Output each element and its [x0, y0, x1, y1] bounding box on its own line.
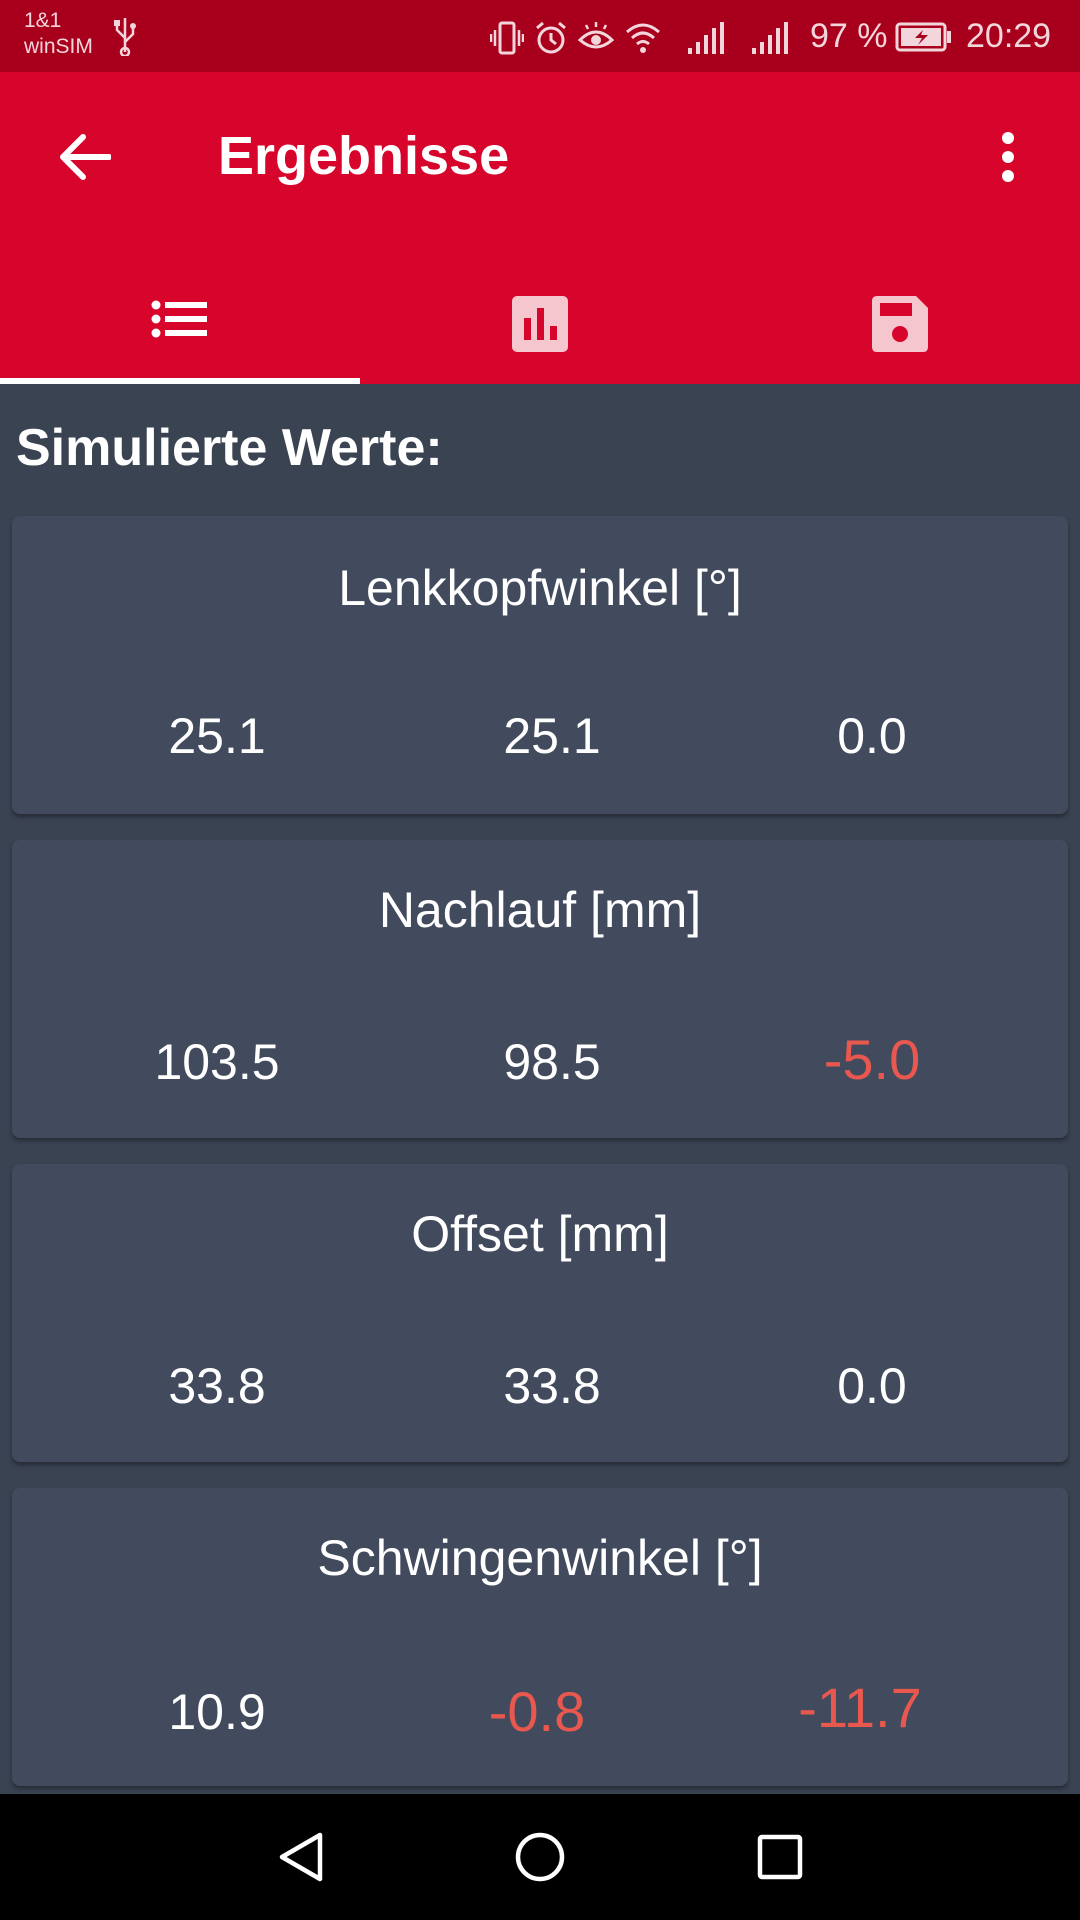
tab-bar	[0, 264, 1080, 384]
save-icon	[872, 296, 928, 352]
card-value: -11.7	[798, 1676, 922, 1739]
arrow-back-icon	[60, 134, 111, 180]
system-nav-bar	[0, 1794, 1080, 1920]
tab-indicator	[0, 378, 360, 384]
card-value: 10.9	[168, 1684, 266, 1740]
nav-home-button[interactable]	[500, 1822, 580, 1892]
usb-icon	[114, 18, 136, 56]
home-circle-icon	[515, 1832, 565, 1882]
card-value: 103.5	[154, 1034, 280, 1090]
nav-recents-button[interactable]	[740, 1822, 820, 1892]
card-value: 0.0	[837, 708, 907, 764]
battery-charging-icon	[895, 22, 951, 52]
result-card-nachlauf: Nachlauf [mm] 103.5 98.5 -5.0	[12, 840, 1068, 1138]
bar-chart-icon	[512, 296, 568, 352]
carrier-line2: winSIM	[24, 35, 93, 58]
back-button[interactable]	[40, 112, 130, 202]
vibrate-icon	[490, 21, 524, 55]
section-title: Simulierte Werte:	[16, 419, 443, 477]
card-value: 98.5	[503, 1034, 601, 1090]
eye-comfort-icon	[578, 22, 614, 49]
card-value: 33.8	[168, 1358, 266, 1414]
recents-square-icon	[757, 1834, 803, 1880]
wifi-icon	[626, 23, 660, 53]
card-title: Nachlauf [mm]	[378, 882, 702, 938]
back-triangle-icon	[279, 1832, 323, 1882]
card-title: Schwingenwinkel [°]	[317, 1530, 763, 1586]
status-bar: 1&1 winSIM	[0, 0, 1080, 72]
result-card-lenkkopfwinkel: Lenkkopfwinkel [°] 25.1 25.1 0.0	[12, 516, 1068, 814]
carrier-line1: 1&1	[24, 9, 62, 32]
app-bar: Ergebnisse	[0, 72, 1080, 384]
list-icon	[151, 300, 207, 338]
carrier-label: 1&1 winSIM	[24, 8, 93, 60]
nav-back-button[interactable]	[260, 1822, 340, 1892]
status-icons	[490, 18, 800, 58]
signal-icon-2	[752, 22, 788, 54]
alarm-icon	[536, 21, 566, 54]
card-title: Lenkkopfwinkel [°]	[338, 560, 742, 616]
result-card-offset: Offset [mm] 33.8 33.8 0.0	[12, 1164, 1068, 1462]
card-value: -0.8	[488, 1680, 586, 1743]
card-value: 25.1	[168, 708, 266, 764]
signal-icon	[688, 22, 724, 54]
tab-save[interactable]	[720, 264, 1080, 384]
tab-list[interactable]	[0, 264, 360, 384]
card-title: Offset [mm]	[411, 1206, 669, 1262]
card-value: 33.8	[503, 1358, 601, 1414]
battery-percent: 97 %	[810, 17, 888, 55]
card-value: 25.1	[503, 708, 601, 764]
card-value: -5.0	[823, 1028, 921, 1091]
card-value: 0.0	[837, 1358, 907, 1414]
clock: 20:29	[966, 17, 1052, 55]
page-title: Ergebnisse	[218, 126, 510, 186]
tab-chart[interactable]	[360, 264, 720, 384]
result-card-schwingenwinkel: Schwingenwinkel [°] 10.9 -0.8 -11.7	[12, 1488, 1068, 1786]
more-vert-icon	[1002, 132, 1014, 182]
more-options-button[interactable]	[968, 112, 1048, 202]
